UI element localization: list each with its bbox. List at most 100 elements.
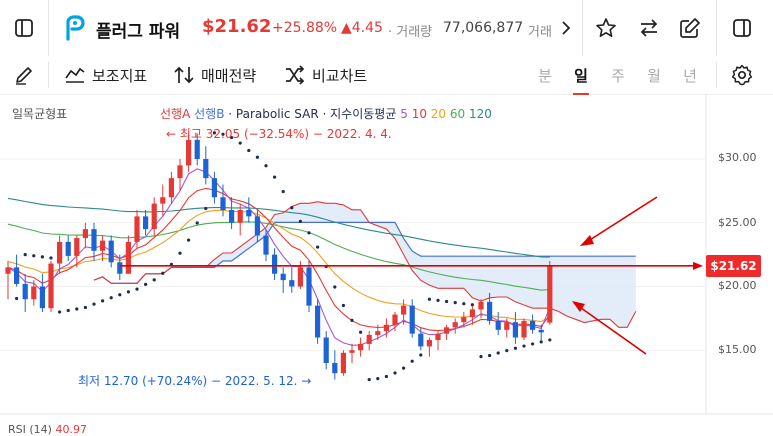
psar-dot <box>101 299 105 303</box>
compare-chart-button[interactable]: 비교차트 <box>284 56 367 94</box>
ichimoku-cloud <box>94 201 636 328</box>
period-day-tab[interactable]: 일 <box>564 56 598 95</box>
settings-gear-icon[interactable] <box>731 56 759 94</box>
psar-dot <box>453 301 457 305</box>
candle-body <box>125 241 131 274</box>
price-level-arrowhead <box>693 261 703 270</box>
strategy-button[interactable]: 매매전략 <box>173 56 256 94</box>
legend-series[interactable]: 선행A 선행B · Parabolic SAR · 지수이동평균 5 10 20… <box>160 105 492 122</box>
candle-body <box>444 327 450 334</box>
psar-dot <box>505 348 509 353</box>
period-week-tab[interactable]: 주 <box>611 66 625 85</box>
candle-body <box>289 280 295 287</box>
span-a-line <box>93 201 637 328</box>
candle-body <box>409 305 415 334</box>
candle-body <box>512 322 518 338</box>
candle-body <box>220 197 226 210</box>
psar-dot <box>212 131 216 135</box>
psar-dot <box>384 374 388 379</box>
psar-dot <box>531 342 535 346</box>
period-month-tab[interactable]: 월 <box>647 66 661 85</box>
candle-body <box>22 283 28 300</box>
psar-dot <box>144 282 148 286</box>
psar-dot <box>204 206 208 211</box>
legend-ma60: 60 <box>449 107 466 121</box>
price-tick-20: $20.00 <box>718 279 757 292</box>
psar-dot <box>264 164 268 168</box>
psar-dot <box>290 206 294 210</box>
ma5-line <box>7 168 551 346</box>
candle-body <box>5 267 11 274</box>
legend-ma10: 10 <box>411 107 427 121</box>
swap-arrows-icon[interactable] <box>629 0 669 56</box>
candle-body <box>306 267 312 306</box>
aux-indicator-button[interactable]: 보조지표 <box>64 56 147 94</box>
psar-dot <box>126 290 130 294</box>
indicator-chart-icon <box>65 67 85 83</box>
chevron-right-icon[interactable] <box>552 0 580 56</box>
psar-dot <box>402 366 406 370</box>
psar-dot <box>230 135 234 140</box>
candle-body <box>100 240 106 251</box>
psar-dot <box>83 305 87 310</box>
price-chart[interactable]: 일목균형표 선행A 선행B · Parabolic SAR · 지수이동평균 5… <box>0 94 773 436</box>
price-tick-25: $25.00 <box>718 216 757 229</box>
candle-body <box>168 178 174 198</box>
period-minute-tab[interactable]: 분 <box>538 66 552 85</box>
psar-dot <box>152 278 156 282</box>
candle-body <box>280 273 286 281</box>
candle-body <box>82 229 88 239</box>
top-bar: 플러그 파워 $21.62 +25.88% ▲4.45 · 거래량 77,066… <box>0 0 773 57</box>
candle-body <box>31 286 37 300</box>
stock-name: 플러그 파워 <box>96 22 181 42</box>
buy-sell-arrows-icon <box>174 66 194 84</box>
psar-dot <box>247 148 251 153</box>
candle-body <box>272 254 278 274</box>
candle-body <box>203 159 209 179</box>
edit-icon[interactable] <box>670 0 710 56</box>
legend-indicator[interactable]: 일목균형표 <box>12 107 68 121</box>
candle-body <box>315 305 321 338</box>
psar-dot <box>66 308 70 313</box>
plug-power-logo-icon <box>64 15 86 45</box>
current-price-tag: $21.62 <box>706 254 761 277</box>
candle-body <box>246 210 252 217</box>
psar-dot <box>23 253 27 257</box>
draw-pencil-icon[interactable] <box>14 56 40 94</box>
period-year-tab[interactable]: 년 <box>683 66 697 85</box>
chart-canvas[interactable] <box>0 94 773 430</box>
candle-body <box>383 324 389 332</box>
psar-dot <box>376 377 380 381</box>
legend-ma: · 지수이동평균 <box>322 107 397 121</box>
header-overflow-text: 거래 <box>528 25 552 40</box>
candle-body <box>65 241 71 256</box>
chart-toolbar <box>0 56 773 95</box>
candle-body <box>14 267 20 284</box>
candle-body <box>469 309 475 318</box>
candle-body <box>435 333 441 341</box>
ma10-line <box>7 187 551 332</box>
psar-dot <box>118 293 122 297</box>
candle-body <box>108 240 114 263</box>
psar-dot <box>178 251 182 255</box>
psar-dot <box>221 132 225 136</box>
price-tick-30: $30.00 <box>718 151 757 164</box>
right-panel-toggle-icon[interactable] <box>722 0 762 56</box>
candle-body <box>160 197 166 204</box>
candle-body <box>39 286 45 309</box>
psar-dot <box>513 346 518 350</box>
sidebar-toggle-icon[interactable] <box>4 0 44 56</box>
volume-label: · 거래량 <box>388 25 433 40</box>
candle-body <box>237 210 243 223</box>
star-icon[interactable] <box>586 0 626 56</box>
candle-body <box>323 337 329 363</box>
psar-dot <box>307 231 311 235</box>
high-annotation: ← 최고 32.05 (−32.54%) − 2022. 4. 4. <box>166 127 392 141</box>
candle-body <box>547 265 553 323</box>
legend-span-b: 선행B <box>194 107 225 121</box>
annotation-arrow-lower <box>572 301 647 355</box>
candle-body <box>117 262 123 274</box>
psar-dot <box>187 238 191 242</box>
psar-dot <box>49 256 53 260</box>
candle-body <box>194 139 200 159</box>
